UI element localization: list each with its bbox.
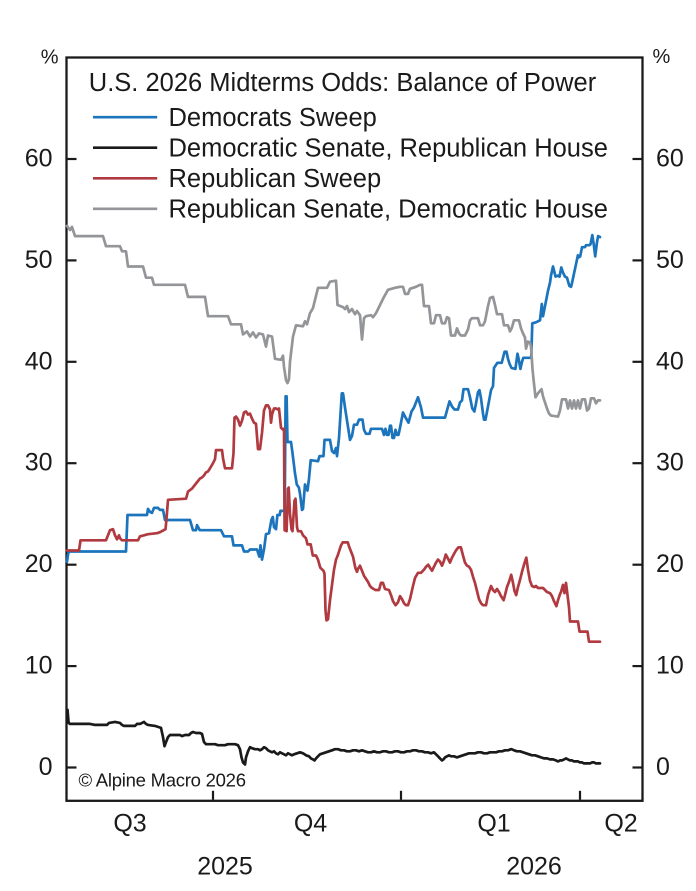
- svg-text:30: 30: [656, 449, 684, 477]
- svg-text:20: 20: [25, 550, 53, 578]
- svg-text:Q3: Q3: [113, 810, 146, 838]
- svg-text:Q1: Q1: [477, 810, 510, 838]
- svg-text:60: 60: [656, 145, 684, 173]
- svg-text:© Alpine Macro 2026: © Alpine Macro 2026: [79, 770, 246, 791]
- svg-text:40: 40: [25, 347, 53, 375]
- svg-text:50: 50: [25, 246, 53, 274]
- svg-text:Q2: Q2: [604, 810, 637, 838]
- svg-text:Q4: Q4: [294, 810, 327, 838]
- svg-text:50: 50: [656, 246, 684, 274]
- svg-text:30: 30: [25, 449, 53, 477]
- svg-text:%: %: [41, 47, 59, 69]
- svg-text:Democrats Sweep: Democrats Sweep: [169, 104, 377, 132]
- svg-text:10: 10: [25, 652, 53, 680]
- svg-text:Democratic Senate, Republican: Democratic Senate, Republican House: [169, 134, 608, 162]
- svg-text:%: %: [653, 46, 671, 68]
- svg-text:20: 20: [656, 550, 684, 578]
- svg-text:60: 60: [25, 145, 53, 173]
- svg-text:10: 10: [656, 652, 684, 680]
- svg-text:Republican Senate, Democratic: Republican Senate, Democratic House: [169, 195, 608, 223]
- svg-text:Republican Sweep: Republican Sweep: [169, 165, 382, 193]
- svg-text:2026: 2026: [506, 853, 562, 881]
- svg-text:0: 0: [39, 753, 53, 781]
- svg-text:U.S. 2026 Midterms Odds: Balan: U.S. 2026 Midterms Odds: Balance of Powe…: [89, 69, 597, 97]
- svg-text:40: 40: [656, 347, 684, 375]
- svg-text:0: 0: [656, 753, 670, 781]
- svg-text:2025: 2025: [197, 853, 253, 881]
